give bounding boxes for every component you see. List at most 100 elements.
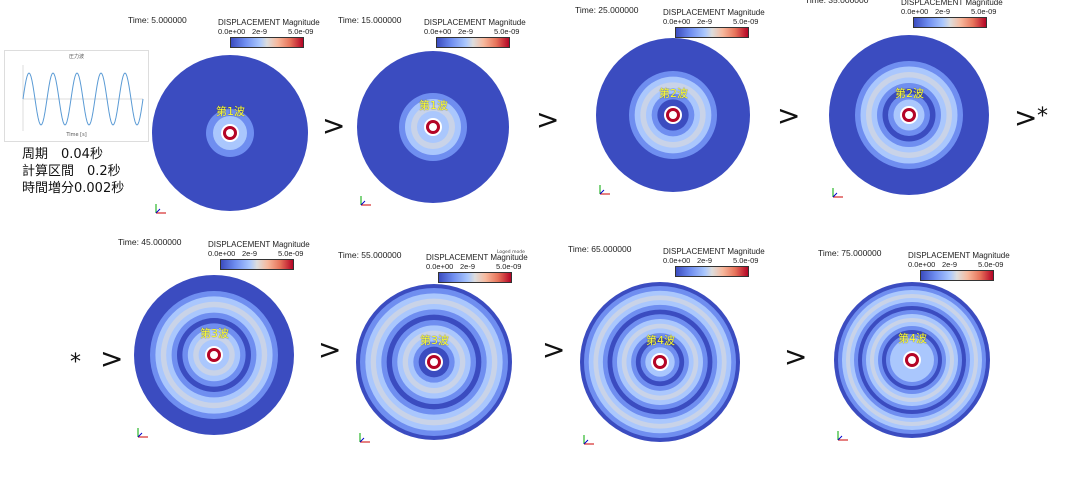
simulation-frame: Time: 45.000000 DISPLACEMENT Magnitude 0.0… [118,237,318,467]
legend-title: DISPLACEMENT Magnitude [424,18,526,27]
wave-number-label: 第2波 [659,87,688,100]
legend-title: DISPLACEMENT Magnitude [901,0,1003,7]
arrow-5: > [100,342,124,375]
legend-title: DISPLACEMENT Magnitude [218,18,320,27]
parameters: 周期 0.04秒 計算区間 0.2秒 時間増分0.002秒 [22,146,124,197]
wave-number-label: 第2波 [895,87,924,100]
wave-number-label: 第3波 [420,334,449,347]
time-label: Time: 35.000000 [805,0,869,5]
legend-tick-label: 5.0e-09 [733,17,759,26]
simulation-frame: Time: 25.000000 DISPLACEMENT Magnitude 0.0… [575,5,775,235]
legend-tick-label: 5.0e-09 [971,7,997,16]
color-legend-bar [438,272,512,283]
legend-tick-label: 2e-9 [252,27,268,36]
source-center [429,123,437,131]
legend-title: DISPLACEMENT Magnitude [426,253,528,262]
legend-tick-label: 5.0e-09 [496,262,522,271]
time-label: Time: 65.000000 [568,244,632,254]
color-legend-bar [220,259,294,270]
mini-chart-title: 圧力波 [68,54,84,60]
color-legend-bar [436,37,510,48]
legend-title: DISPLACEMENT Magnitude [663,8,765,17]
legend-title: DISPLACEMENT Magnitude [208,240,310,249]
legend-tick-label: 0.0e+00 [663,17,691,26]
arrow-7: > [542,333,566,366]
color-legend-bar [675,27,749,38]
source-center [430,358,438,366]
time-label: Time: 25.000000 [575,5,639,15]
time-label: Time: 75.000000 [818,248,882,258]
wave-number-label: 第4波 [646,334,675,347]
star-2: * [70,350,81,375]
displacement-disk [134,275,294,435]
displacement-disk [356,284,512,440]
source-center [908,356,916,364]
pressure-wave-chart: 圧力波 Time [s] [4,50,149,142]
source-center [669,111,677,119]
displacement-disk [596,38,750,192]
source-center [656,358,664,366]
legend-tick-label: 5.0e-09 [278,249,304,258]
legend-tick-label: 5.0e-09 [733,256,759,265]
wave-number-label: 第3波 [200,327,229,340]
arrow-8: > [784,340,808,373]
source-center [226,129,234,137]
legend-tick-label: 5.0e-09 [494,27,520,36]
legend-tick-label: 0.0e+00 [901,7,929,16]
time-label: Time: 45.000000 [118,237,182,247]
legend-tick-label: 0.0e+00 [424,27,452,36]
displacement-disk [580,282,740,442]
arrow-6: > [318,333,342,366]
period-text: 周期 0.04秒 [22,147,103,162]
legend-tick-label: 2e-9 [458,27,474,36]
legend-tick-label: 2e-9 [697,256,713,265]
legend-tick-label: 5.0e-09 [288,27,314,36]
legend-tick-label: 2e-9 [460,262,476,271]
legend-tick-label: 0.0e+00 [208,249,236,258]
legend-tick-label: 2e-9 [697,17,713,26]
legend-title: DISPLACEMENT Magnitude [908,251,1010,260]
color-legend-bar [913,17,987,28]
interval-text: 計算区間 0.2秒 [22,164,121,179]
axes-triad-icon [359,195,373,207]
legend-tick-label: 0.0e+00 [218,27,246,36]
wave-number-label: 第1波 [419,99,448,112]
axes-triad-icon [836,430,850,442]
legend-tick-label: 0.0e+00 [426,262,454,271]
wave-number-label: 第1波 [216,105,245,118]
mini-chart-plot [22,65,144,131]
displacement-disk [357,51,509,203]
arrow-2: > [536,103,560,136]
time-label: Time: 55.000000 [338,250,402,260]
simulation-frame: Time: 75.000000 DISPLACEMENT Magnitude 0.0… [818,248,1018,478]
loged-note: Loged mode [497,250,525,255]
mini-chart-xlabel: Time [s] [66,132,87,138]
color-legend-bar [920,270,994,281]
simulation-frame: Time: 35.000000 DISPLACEMENT Magnitude 0.0… [805,0,1005,225]
star-1: * [1037,104,1048,129]
arrow-3: > [777,99,801,132]
legend-tick-label: 2e-9 [942,260,958,269]
legend-tick-label: 5.0e-09 [978,260,1004,269]
legend-tick-label: 2e-9 [242,249,258,258]
axes-triad-icon [358,432,372,444]
time-label: Time: 5.000000 [128,15,187,25]
increment-text: 時間増分0.002秒 [22,181,125,196]
simulation-frame: Time: 55.000000 DISPLACEMENT Magnitude 0.0… [338,250,538,480]
axes-triad-icon [582,434,596,446]
displacement-disk [152,55,308,211]
arrow-1: > [322,109,346,142]
time-label: Time: 15.000000 [338,15,402,25]
wave-number-label: 第4波 [898,332,927,345]
axes-triad-icon [598,184,612,196]
source-center [210,351,218,359]
legend-tick-label: 0.0e+00 [908,260,936,269]
legend-title: DISPLACEMENT Magnitude [663,247,765,256]
legend-tick-label: 0.0e+00 [663,256,691,265]
color-legend-bar [230,37,304,48]
axes-triad-icon [136,427,150,439]
simulation-frame: Time: 5.000000 DISPLACEMENT Magnitude 0.0e… [128,15,350,245]
axes-triad-icon [831,187,845,199]
arrow-4: > [1014,101,1038,134]
displacement-disk [834,282,990,438]
